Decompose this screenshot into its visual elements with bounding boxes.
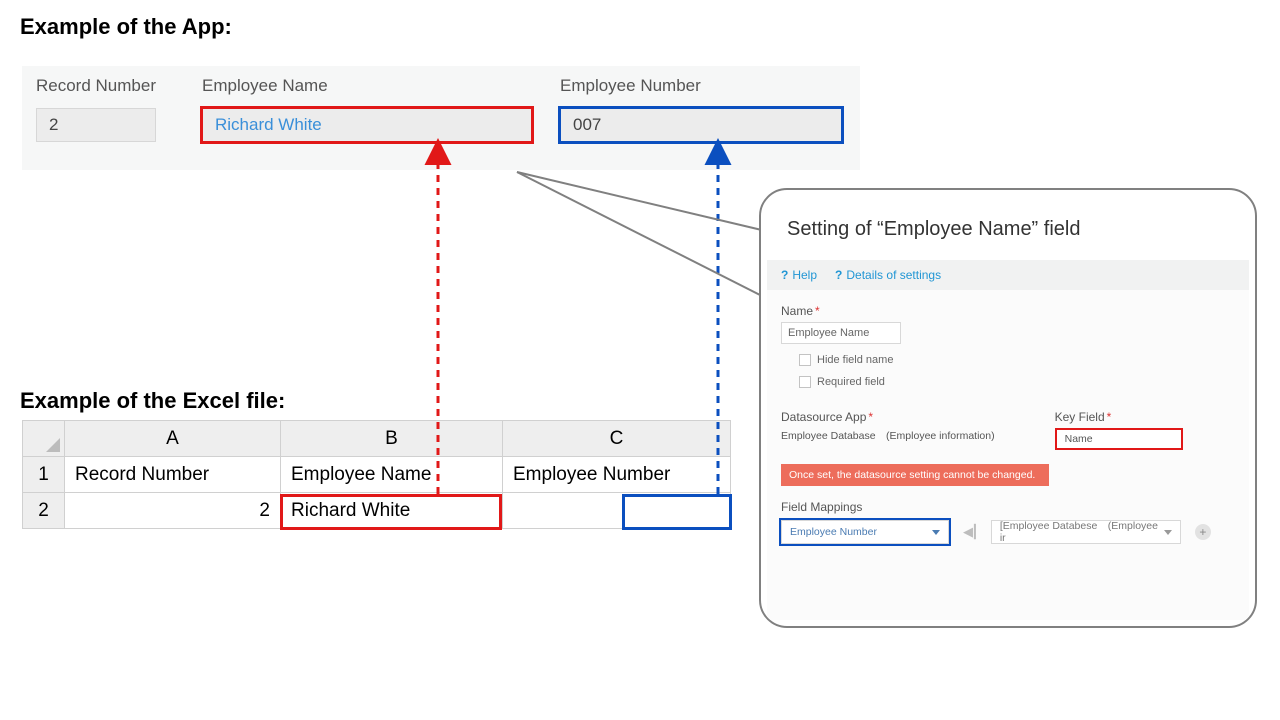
heading-excel: Example of the Excel file: <box>20 388 285 414</box>
required-label: Required field <box>817 376 885 388</box>
heading-app: Example of the App: <box>20 14 232 40</box>
help-icon-2: ? <box>835 268 842 282</box>
excel-cell-c1: Employee Number <box>503 457 731 493</box>
app-col-record-number-label: Record Number <box>36 76 156 96</box>
callout-line-top <box>517 172 770 232</box>
name-field[interactable] <box>781 322 901 344</box>
field-mapping-row: Employee Number ◀┃ [Employee Databese (E… <box>781 520 1235 544</box>
app-example-card: Record Number Employee Name Employee Num… <box>22 66 860 170</box>
hide-field-label: Hide field name <box>817 354 893 366</box>
app-field-employee-number: 007 <box>560 108 842 142</box>
datasource-app-block: Datasource App* Employee Database (Emplo… <box>781 410 995 450</box>
settings-title: Setting of “Employee Name” field <box>787 218 1080 241</box>
settings-panel: Setting of “Employee Name” field ?Help ?… <box>759 188 1257 628</box>
field-mappings-label: Field Mappings <box>781 500 1235 514</box>
mapping-left-select[interactable]: Employee Number <box>781 520 949 544</box>
mapping-right-select[interactable]: [Employee Databese (Employee ir <box>991 520 1181 544</box>
datasource-label: Datasource App* <box>781 410 995 424</box>
excel-corner-cell <box>23 421 65 457</box>
chevron-down-icon <box>1164 530 1172 535</box>
chevron-down-icon <box>932 530 940 535</box>
excel-table: A B C 1 Record Number Employee Name Empl… <box>22 420 731 529</box>
key-field-value[interactable]: Name <box>1055 428 1183 450</box>
excel-cell-b1: Employee Name <box>281 457 503 493</box>
settings-help-bar: ?Help ?Details of settings <box>767 260 1249 290</box>
required-checkbox-row[interactable]: Required field <box>799 376 1235 388</box>
app-col-employee-name-label: Employee Name <box>202 76 328 96</box>
app-field-employee-name[interactable]: Richard White <box>202 108 532 142</box>
details-link[interactable]: ?Details of settings <box>835 268 941 282</box>
checkbox-icon <box>799 376 811 388</box>
callout-line-bottom <box>517 172 770 300</box>
excel-cell-a1: Record Number <box>65 457 281 493</box>
excel-cell-c2 <box>503 493 731 529</box>
key-field-block: Key Field* Name <box>1055 410 1183 450</box>
add-mapping-button[interactable]: + <box>1195 524 1211 540</box>
datasource-value: Employee Database (Employee information) <box>781 430 995 442</box>
hide-field-checkbox-row[interactable]: Hide field name <box>799 354 1235 366</box>
excel-col-a: A <box>65 421 281 457</box>
excel-rowhead-2: 2 <box>23 493 65 529</box>
app-field-record-number: 2 <box>36 108 156 142</box>
help-link[interactable]: ?Help <box>781 268 817 282</box>
datasource-warning: Once set, the datasource setting cannot … <box>781 464 1049 486</box>
excel-example: A B C 1 Record Number Employee Name Empl… <box>22 420 730 540</box>
mapping-arrow-icon: ◀┃ <box>963 524 977 540</box>
excel-col-c: C <box>503 421 731 457</box>
name-label: Name* <box>781 304 1235 318</box>
excel-rowhead-1: 1 <box>23 457 65 493</box>
excel-cell-b2: Richard White <box>281 493 503 529</box>
key-field-label: Key Field* <box>1055 410 1183 424</box>
app-col-employee-number-label: Employee Number <box>560 76 701 96</box>
checkbox-icon <box>799 354 811 366</box>
help-icon: ? <box>781 268 788 282</box>
excel-col-b: B <box>281 421 503 457</box>
excel-cell-a2: 2 <box>65 493 281 529</box>
